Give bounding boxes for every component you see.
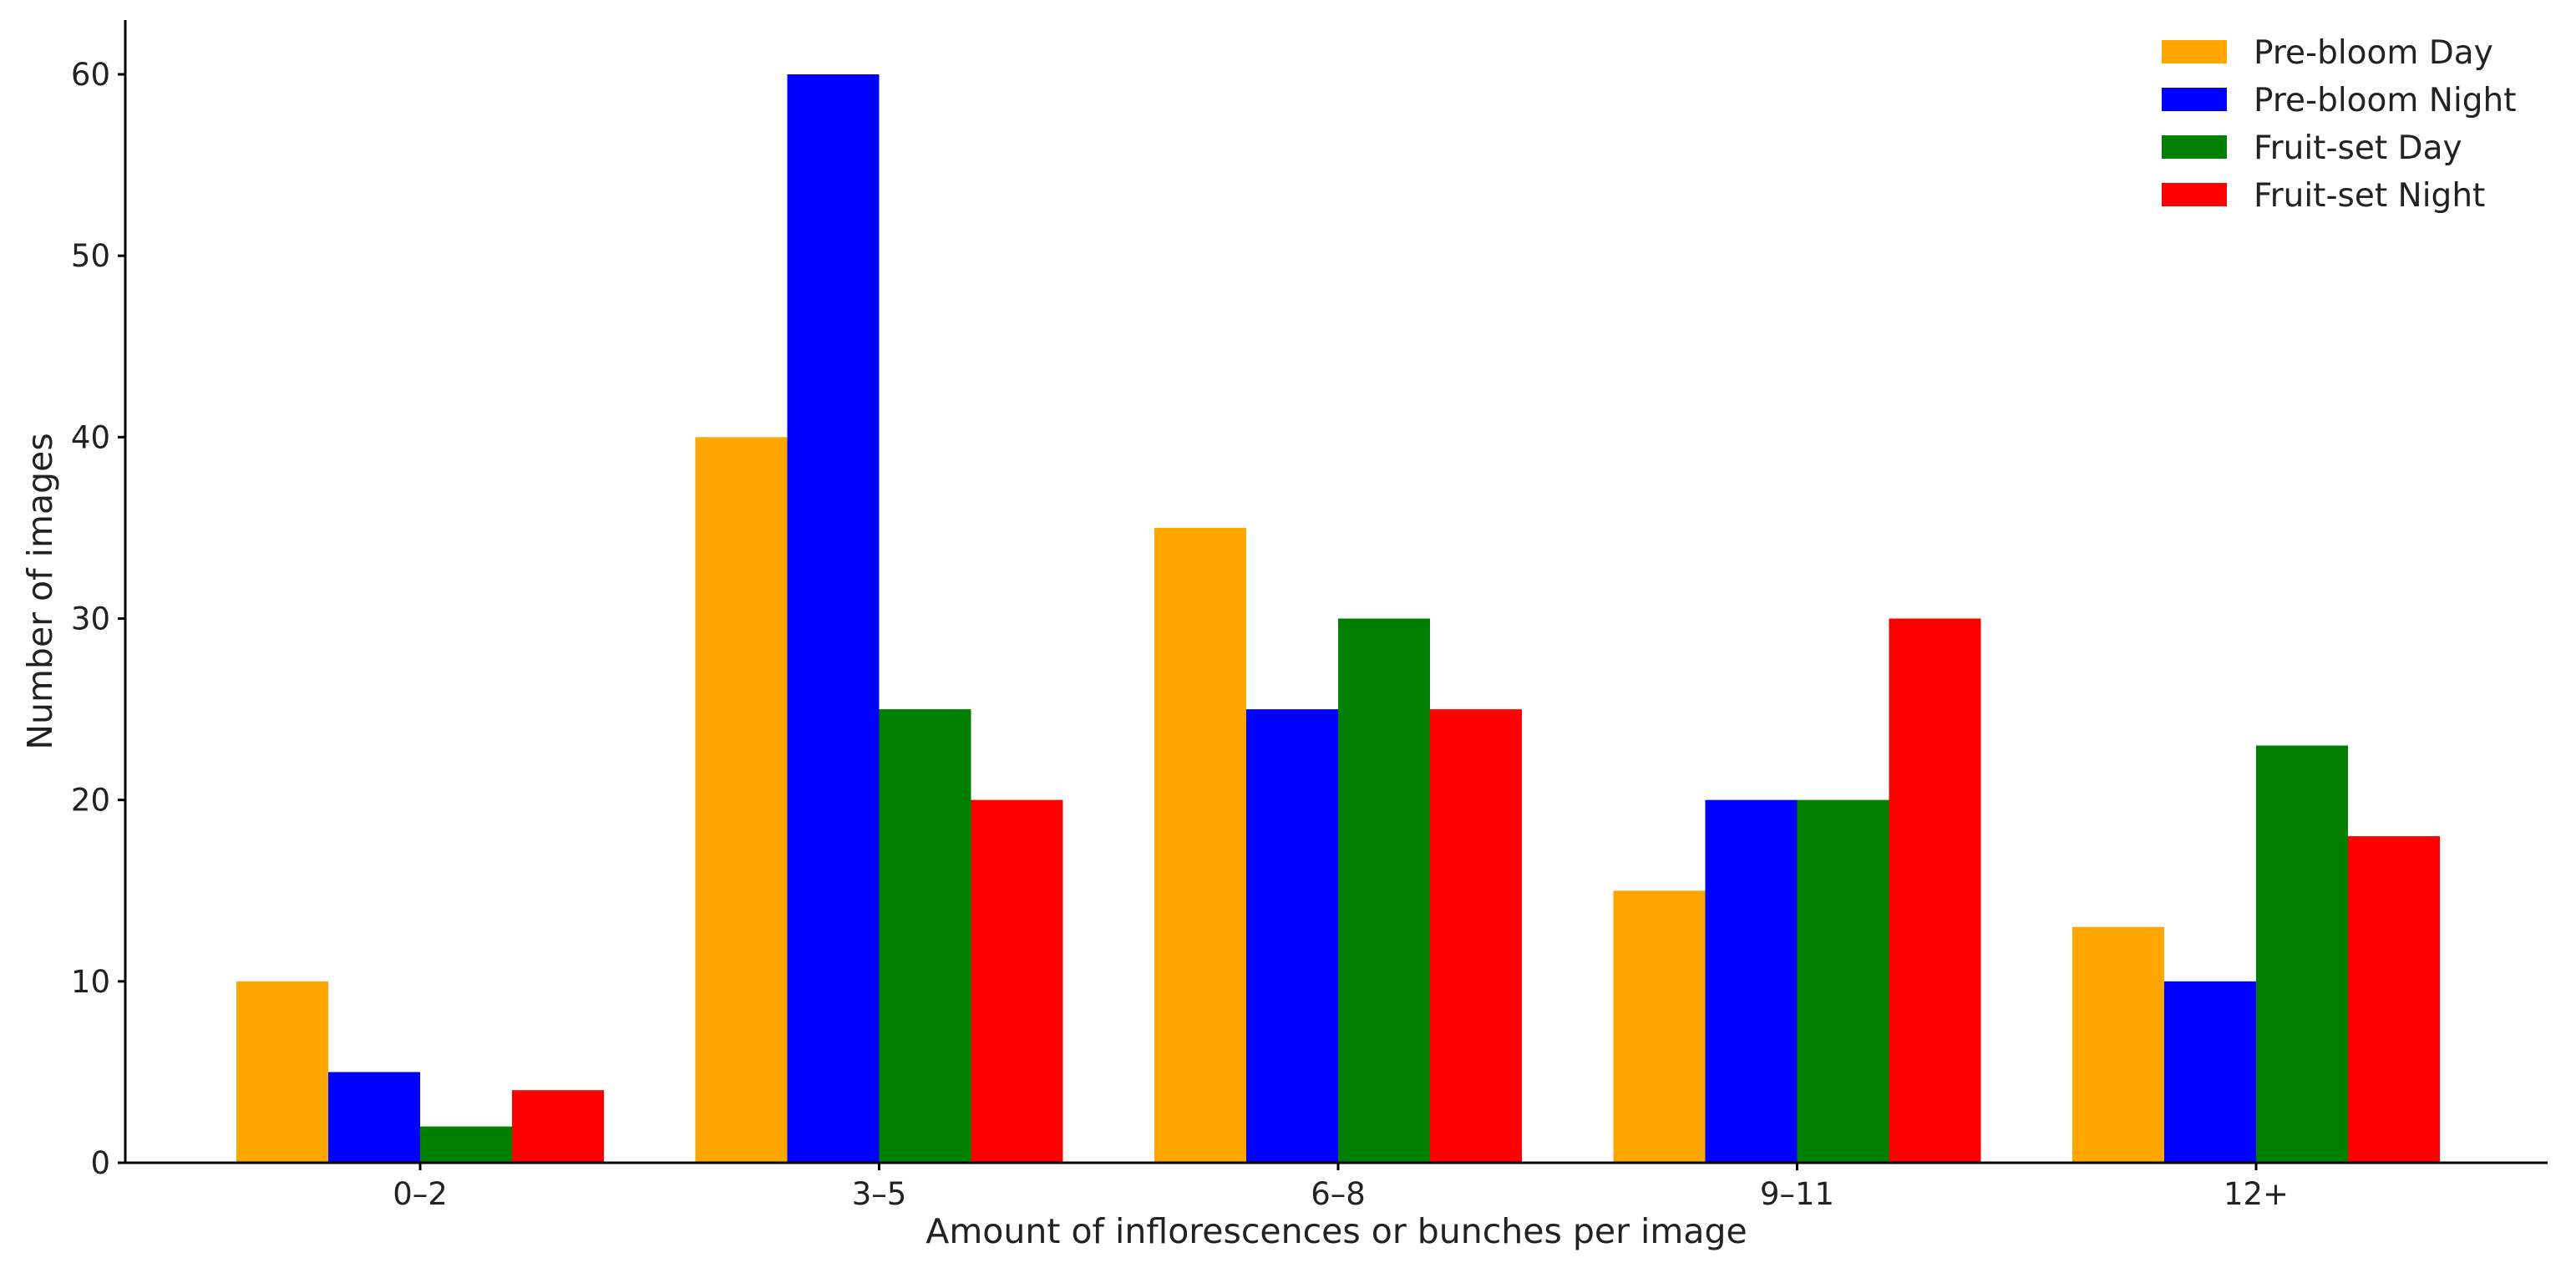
x-tick-label: 9–11 — [1760, 1176, 1834, 1212]
bars-group — [236, 74, 2440, 1163]
y-tick-label: 20 — [71, 783, 110, 819]
axes-group — [124, 20, 2548, 1164]
legend-item-pre-bloom-day: Pre-bloom Day — [2162, 34, 2493, 72]
legend-item-pre-bloom-night: Pre-bloom Night — [2162, 82, 2517, 119]
x-ticks-group: 0–2 3–5 6–8 9–11 12+ — [393, 1163, 2289, 1212]
bar-fruit-set-night-2 — [1430, 709, 1522, 1163]
legend-swatch — [2162, 40, 2227, 63]
legend-item-fruit-set-day: Fruit-set Day — [2162, 129, 2462, 167]
bar-pre-bloom-day-3 — [1613, 890, 1706, 1163]
legend-swatch — [2162, 183, 2227, 206]
legend-item-fruit-set-night: Fruit-set Night — [2162, 177, 2485, 215]
bar-fruit-set-night-1 — [971, 799, 1063, 1163]
bar-pre-bloom-day-0 — [236, 981, 328, 1163]
legend-label: Fruit-set Day — [2254, 129, 2462, 167]
legend-swatch — [2162, 135, 2227, 159]
bar-fruit-set-day-1 — [879, 709, 971, 1163]
bar-pre-bloom-night-2 — [1246, 709, 1338, 1163]
legend-label: Pre-bloom Night — [2254, 82, 2517, 119]
x-tick-label: 0–2 — [393, 1176, 448, 1212]
legend-label: Pre-bloom Day — [2254, 34, 2493, 72]
bar-pre-bloom-day-4 — [2072, 926, 2164, 1163]
bar-fruit-set-night-0 — [512, 1090, 604, 1163]
x-tick-label: 12+ — [2224, 1176, 2289, 1212]
bar-fruit-set-night-4 — [2348, 836, 2440, 1163]
x-axis-label: Amount of inflorescences or bunches per … — [925, 1211, 1747, 1251]
x-tick-label: 3–5 — [852, 1176, 907, 1212]
bar-fruit-set-night-3 — [1889, 618, 1981, 1163]
legend-swatch — [2162, 88, 2227, 111]
bar-pre-bloom-night-0 — [328, 1072, 420, 1163]
bar-pre-bloom-day-1 — [695, 437, 788, 1163]
legend-label: Fruit-set Night — [2254, 177, 2485, 215]
bar-pre-bloom-day-2 — [1154, 527, 1246, 1163]
y-tick-label: 50 — [71, 238, 110, 274]
x-tick-label: 6–8 — [1311, 1176, 1366, 1212]
y-ticks-group: 0 10 20 30 40 50 60 — [71, 57, 125, 1181]
y-tick-label: 10 — [71, 964, 110, 1000]
bar-fruit-set-day-0 — [420, 1126, 512, 1163]
bar-pre-bloom-night-3 — [1705, 799, 1798, 1163]
y-tick-label: 40 — [71, 419, 110, 455]
y-tick-label: 0 — [90, 1145, 110, 1181]
bar-fruit-set-day-2 — [1338, 618, 1430, 1163]
bar-fruit-set-day-3 — [1797, 799, 1889, 1163]
bar-pre-bloom-night-1 — [787, 74, 880, 1163]
bar-fruit-set-day-4 — [2256, 745, 2348, 1163]
y-tick-label: 30 — [71, 601, 110, 637]
legend: Pre-bloom Day Pre-bloom Night Fruit-set Da… — [2162, 34, 2517, 215]
bar-pre-bloom-night-4 — [2164, 981, 2256, 1163]
y-tick-label: 60 — [71, 57, 110, 93]
y-axis-label: Number of images — [20, 433, 60, 749]
